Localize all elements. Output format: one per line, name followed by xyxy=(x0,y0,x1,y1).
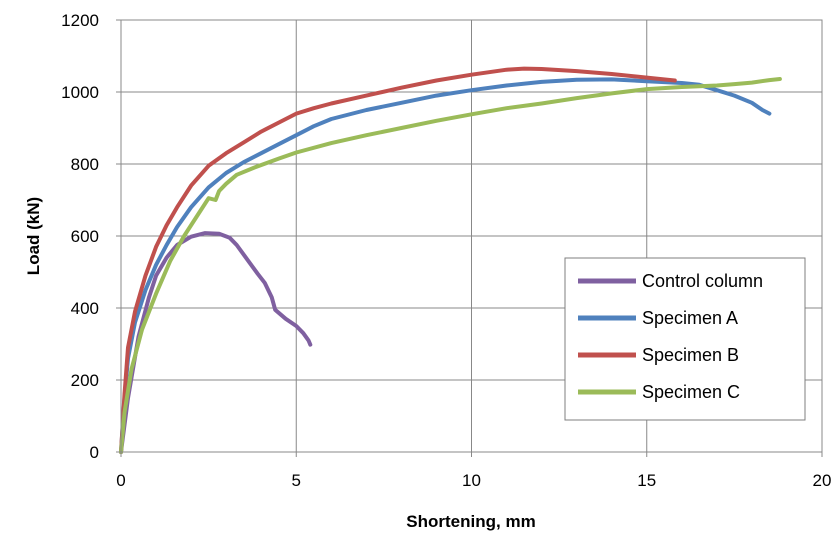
x-tick-label: 15 xyxy=(637,471,656,490)
legend-label: Specimen C xyxy=(642,382,740,402)
y-tick-label: 200 xyxy=(71,371,99,390)
x-axis-ticks: 0 5 10 15 20 xyxy=(116,452,831,490)
x-tick-label: 20 xyxy=(813,471,832,490)
y-axis-title: Load (kN) xyxy=(24,197,43,275)
x-tick-label: 0 xyxy=(116,471,125,490)
series-line-1 xyxy=(119,231,313,454)
legend-label: Specimen B xyxy=(642,345,739,365)
x-axis-title: Shortening, mm xyxy=(406,512,535,531)
y-tick-label: 600 xyxy=(71,227,99,246)
legend-label: Specimen A xyxy=(642,308,738,328)
series-line-3 xyxy=(119,66,677,454)
y-tick-label: 400 xyxy=(71,299,99,318)
legend: Control column Specimen A Specimen B Specim… xyxy=(564,257,806,421)
series-line-4 xyxy=(119,77,782,454)
y-tick-label: 0 xyxy=(90,443,99,462)
x-tick-label: 5 xyxy=(292,471,301,490)
series-line-2 xyxy=(119,77,772,454)
y-tick-label: 1200 xyxy=(61,11,99,30)
legend-label: Control column xyxy=(642,271,763,291)
y-tick-label: 800 xyxy=(71,155,99,174)
series-lines xyxy=(119,66,782,454)
y-axis-ticks: 0 200 400 600 800 1000 1200 xyxy=(61,11,121,462)
x-tick-label: 10 xyxy=(462,471,481,490)
y-tick-label: 1000 xyxy=(61,83,99,102)
